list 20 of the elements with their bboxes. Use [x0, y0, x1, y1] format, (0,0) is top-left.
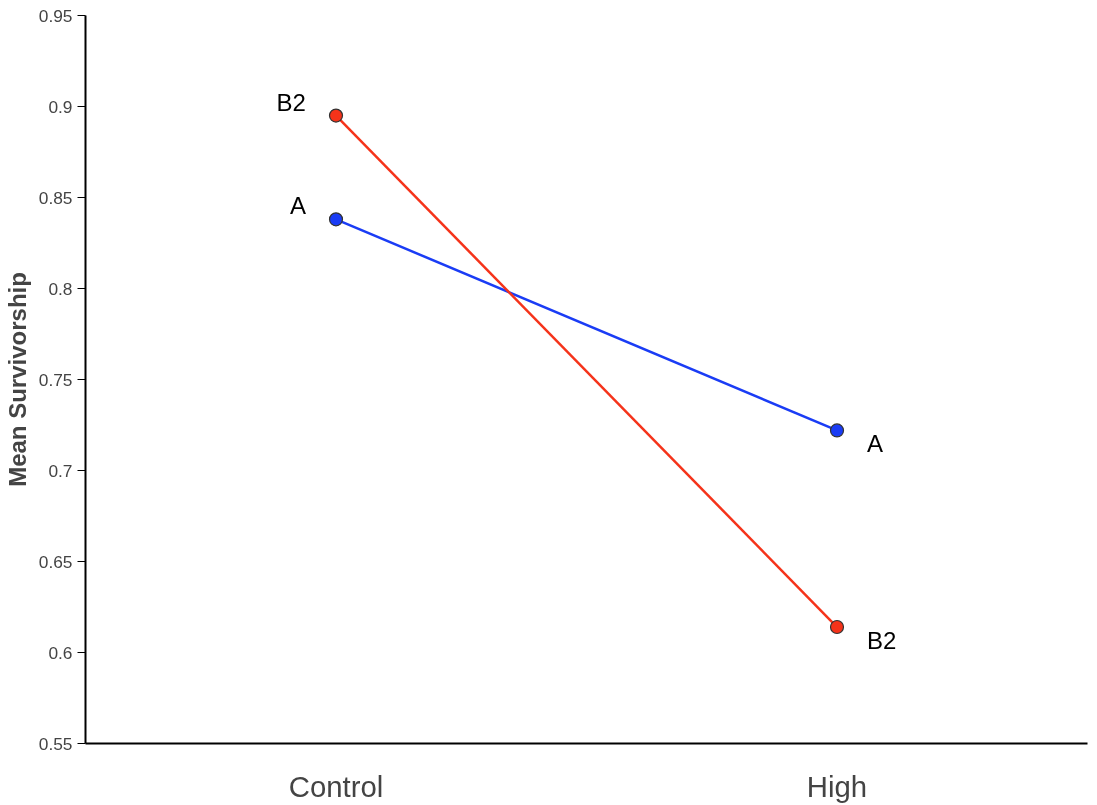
point [328, 108, 344, 123]
x-tick-label: High [806, 769, 868, 803]
point [829, 619, 845, 635]
y-tick-label: 0.75 [38, 369, 73, 390]
text: B2 [276, 88, 306, 116]
y-tick-label: 0.7 [48, 460, 73, 481]
y-tick-label: 0.85 [38, 187, 73, 208]
point [328, 212, 344, 227]
series-label: A [289, 192, 306, 220]
x-tick-label: Control [288, 769, 384, 803]
series-label: B2 [867, 627, 897, 655]
y-tick-label: 0.8 [48, 278, 73, 299]
point [829, 423, 845, 438]
y-tick-label: 0.9 [48, 96, 73, 117]
y-axis-title: Mean Survivorship [3, 272, 31, 487]
text: A [867, 430, 884, 458]
y-tick-label: 0.55 [38, 733, 73, 754]
y-tick-label: 0.65 [38, 551, 73, 572]
y-tick-label: 0.6 [48, 642, 73, 663]
y-tick-label: 0.95 [38, 5, 73, 26]
